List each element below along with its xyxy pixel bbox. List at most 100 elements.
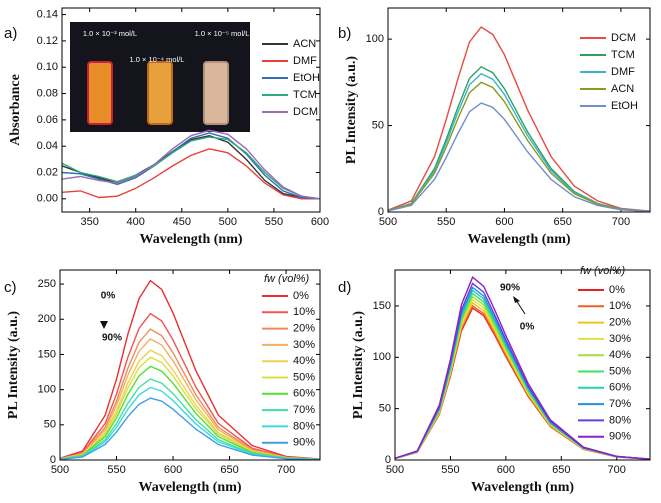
data-line [60, 279, 320, 460]
y-tick-label: 50 [372, 119, 384, 131]
frame [394, 269, 651, 461]
legend-label: ACN [611, 83, 634, 95]
legend-label: DMF [611, 66, 635, 78]
y-tick-label: 0.02 [37, 166, 58, 178]
y-tick-label: 100 [366, 33, 384, 45]
annotation: 0% [101, 291, 116, 302]
y-axis-title: PL Intensity (a.u.) [6, 311, 21, 419]
legend-label: TCM [611, 49, 635, 61]
legend-label: DCM [611, 32, 636, 44]
x-tick-label: 600 [311, 216, 329, 228]
y-tick-label: 150 [373, 300, 391, 312]
legend-label: DMF [293, 55, 317, 67]
vial [87, 61, 113, 125]
annotation: 90% [102, 333, 122, 344]
arrow [515, 299, 526, 315]
data-line [60, 338, 320, 460]
legend-label: 30% [609, 333, 631, 345]
vial [203, 61, 229, 125]
legend-label: 60% [293, 388, 315, 400]
y-tick-label: 0 [385, 454, 391, 466]
x-tick-label: 700 [277, 464, 295, 476]
legend-label: DCM [293, 106, 318, 118]
y-tick-label: 100 [38, 384, 56, 396]
legend-label: 20% [609, 317, 631, 329]
legend-label: 20% [293, 323, 315, 335]
data-line [60, 397, 320, 460]
y-tick-label: 50 [379, 403, 391, 415]
y-tick-label: 100 [373, 351, 391, 363]
annotation: 0% [520, 322, 535, 333]
legend-title: fw (vol%) [264, 273, 310, 285]
legend-label: 30% [293, 339, 315, 351]
plot [62, 129, 320, 200]
panel-label: a) [4, 25, 17, 42]
x-tick-label: 650 [553, 216, 571, 228]
inset-label: 1.0 × 10⁻⁴ mol/L [130, 55, 185, 64]
legend-label: 0% [609, 284, 625, 296]
x-axis-title: Wavelength (nm) [467, 232, 570, 247]
x-axis-title: Wavelength (nm) [138, 480, 241, 495]
x-axis-title: Wavelength (nm) [139, 232, 242, 247]
data-line [388, 81, 650, 212]
x-tick-label: 550 [107, 464, 125, 476]
frame [61, 7, 321, 213]
x-tick-label: 450 [173, 216, 191, 228]
x-axis-title: Wavelength (nm) [471, 480, 574, 495]
legend-label: 10% [293, 306, 315, 318]
x-tick-label: 700 [612, 216, 630, 228]
y-tick-label: 0.06 [37, 114, 58, 126]
x-tick-label: 350 [80, 216, 98, 228]
vial [147, 61, 173, 125]
x-tick-label: 500 [379, 216, 397, 228]
data-line [62, 136, 320, 200]
y-tick-label: 0.14 [37, 8, 58, 20]
y-tick-label: 50 [44, 419, 56, 431]
legend-label: ACN [293, 38, 316, 50]
legend-label: 60% [609, 382, 631, 394]
data-line [395, 276, 650, 460]
x-tick-label: 650 [552, 464, 570, 476]
data-line [60, 328, 320, 460]
x-tick-label: 700 [608, 464, 626, 476]
y-axis-title: PL Intensity (a.u.) [351, 311, 366, 419]
legend-label: 90% [609, 431, 631, 443]
y-tick-label: 0 [378, 206, 384, 218]
data-line [60, 378, 320, 460]
x-tick-label: 400 [127, 216, 145, 228]
x-tick-label: 600 [164, 464, 182, 476]
legend-label: 80% [609, 414, 631, 426]
y-tick-label: 0.04 [37, 140, 58, 152]
plot [60, 279, 320, 460]
y-tick-label: 0.08 [37, 87, 58, 99]
y-tick-label: 200 [38, 313, 56, 325]
data-line [62, 129, 320, 200]
x-tick-label: 550 [437, 216, 455, 228]
panel-label: c) [4, 279, 17, 296]
legend-label: TCM [293, 89, 317, 101]
y-tick-label: 0 [50, 454, 56, 466]
data-line [60, 312, 320, 460]
data-line [62, 134, 320, 200]
data-line [60, 386, 320, 460]
panel-label: b) [338, 25, 351, 42]
y-axis-title: Absorbance [8, 74, 23, 146]
y-tick-label: 0.12 [37, 35, 58, 47]
legend-label: EtOH [611, 100, 638, 112]
data-line [60, 356, 320, 460]
arrow-head [513, 296, 520, 303]
legend-label: 40% [609, 349, 631, 361]
data-line [62, 132, 320, 200]
legend-label: 0% [293, 290, 309, 302]
legend-title: fw (vol%) [580, 265, 626, 277]
data-line [388, 102, 650, 212]
data-line [62, 148, 320, 200]
x-tick-label: 650 [220, 464, 238, 476]
legend-label: 10% [609, 300, 631, 312]
inset-label: 1.0 × 10⁻³ mol/L [83, 29, 137, 38]
plot [388, 26, 650, 212]
annotation: 90% [500, 283, 520, 294]
x-tick-label: 500 [219, 216, 237, 228]
x-tick-label: 600 [495, 216, 513, 228]
